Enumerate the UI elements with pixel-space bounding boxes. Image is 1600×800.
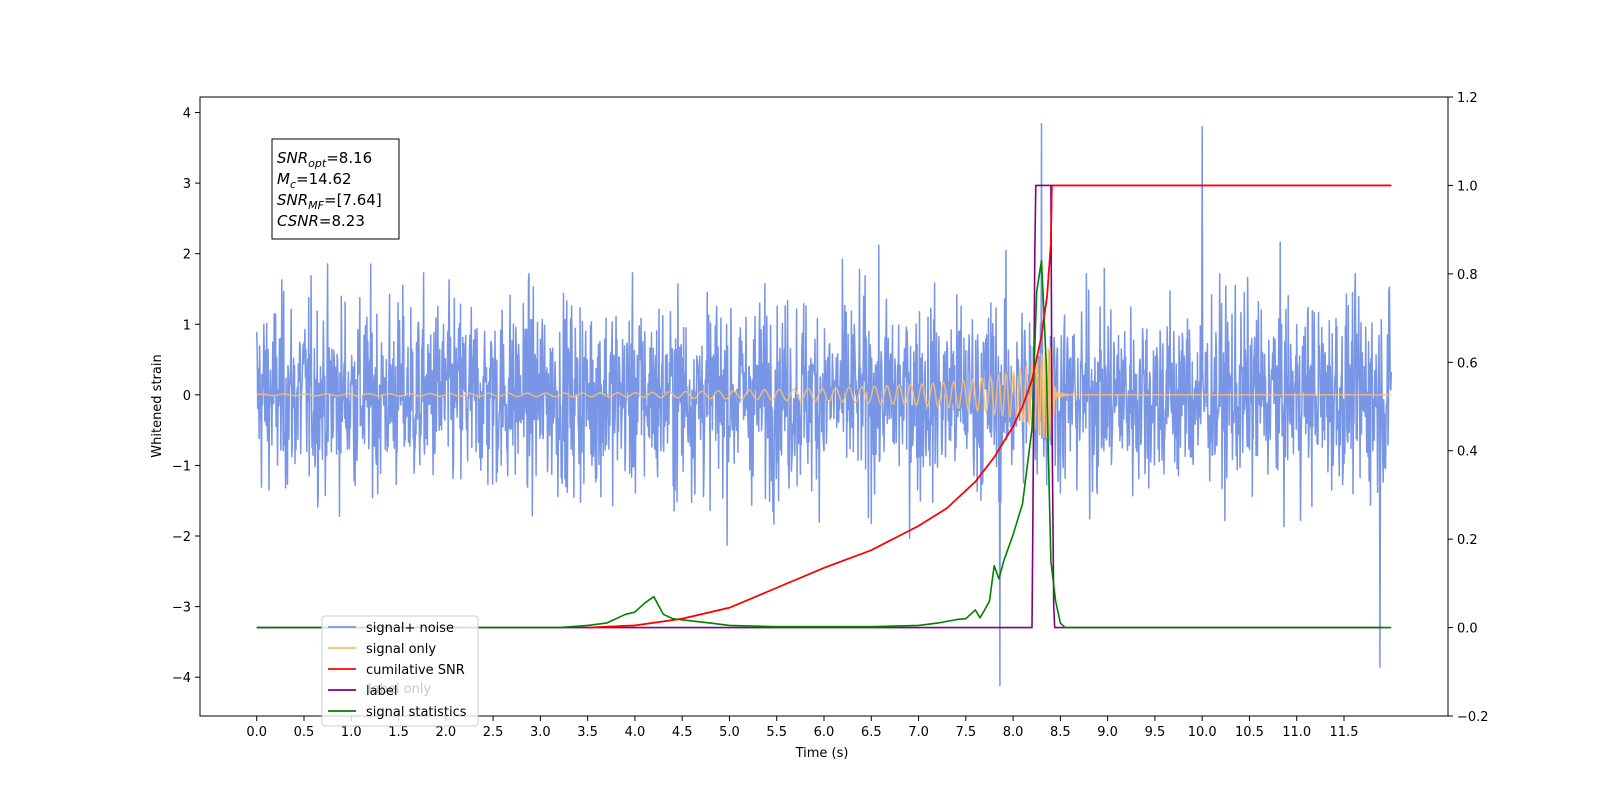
x-tick-label: 3.5 [577, 725, 598, 740]
y-right-tick-label: 1.2 [1457, 91, 1478, 106]
x-tick-label: 1.0 [341, 725, 362, 740]
y-right-tick-label: 0.2 [1457, 533, 1478, 548]
y-left-tick-label: 3 [183, 177, 191, 192]
x-tick-label: 0.5 [294, 725, 315, 740]
y-axis-right: −0.2 0.0 0.2 0.4 0.6 0.8 1.0 1.2 [1448, 91, 1489, 725]
x-axis-label: Time (s) [795, 746, 849, 761]
y-left-tick-label: 2 [183, 248, 191, 263]
legend-entry-label: signal statistics [366, 705, 467, 720]
x-tick-label: 11.0 [1282, 725, 1311, 740]
legend-entry-label: label [366, 684, 397, 699]
x-tick-label: 11.5 [1330, 725, 1359, 740]
y-right-tick-label: 0.8 [1457, 268, 1478, 283]
x-tick-label: 5.0 [719, 725, 740, 740]
x-tick-label: 4.5 [672, 725, 693, 740]
y-right-tick-label: −0.2 [1457, 710, 1489, 725]
x-tick-label: 10.5 [1235, 725, 1264, 740]
y-right-tick-label: 0.4 [1457, 445, 1478, 460]
stats-annotation-frame [271, 138, 400, 240]
x-tick-label: 8.5 [1050, 725, 1071, 740]
x-tick-label: 8.0 [1003, 725, 1024, 740]
x-tick-label: 2.0 [435, 725, 456, 740]
y-axis-left: −4 −3 −2 −1 0 1 2 3 4 [172, 107, 200, 686]
series-label-line [256, 184, 1382, 629]
y-right-tick-label: 0.0 [1457, 622, 1478, 637]
legend-entry-label: signal+ noise [366, 621, 454, 636]
stats-annotation-line: SNRopt=8.16 [277, 149, 372, 170]
x-tick-label: 7.0 [908, 725, 929, 740]
x-tick-label: 0.0 [246, 725, 267, 740]
x-tick-label: 6.5 [861, 725, 882, 740]
y-left-tick-label: 0 [183, 389, 191, 404]
series-cumulative-snr-overlay [587, 184, 1392, 629]
series-signal-only-line [256, 347, 1392, 442]
plot-area [255, 123, 1393, 687]
x-tick-label: 7.5 [955, 725, 976, 740]
y-left-tick-label: −4 [172, 671, 191, 686]
y-left-tick-label: −3 [172, 601, 191, 616]
y-right-tick-label: 1.0 [1457, 179, 1478, 194]
stats-annotation-line: Mc=14.62 [277, 170, 352, 191]
legend-frame [321, 615, 479, 727]
legend: label only signal+ noise signal only cumila… [321, 615, 479, 727]
x-tick-label: 6.0 [814, 725, 835, 740]
y-left-tick-label: 1 [183, 318, 191, 333]
legend-entry-label: signal only [366, 642, 436, 657]
x-tick-label: 9.5 [1145, 725, 1166, 740]
x-tick-label: 2.5 [483, 725, 504, 740]
y-left-tick-label: −1 [172, 459, 191, 474]
x-axis: 0.0 0.5 1.0 1.5 2.0 2.5 3.0 3.5 4.0 4.5 5.0 5.5 6.0 6… [246, 716, 1358, 740]
y-right-tick-label: 0.6 [1457, 356, 1478, 371]
x-tick-label: 1.5 [388, 725, 409, 740]
stats-annotation-line: CSNR=8.23 [277, 212, 365, 230]
series-signal-statistics-line [256, 259, 1392, 629]
stats-annotation-line: SNRMF=[7.64] [277, 191, 382, 212]
y-axis-label: Whitened strain [150, 354, 165, 457]
x-tick-label: 10.0 [1188, 725, 1217, 740]
x-tick-label: 9.0 [1097, 725, 1118, 740]
y-left-tick-label: −2 [172, 530, 191, 545]
x-tick-label: 5.5 [766, 725, 787, 740]
legend-overlap-text: label only [368, 682, 431, 697]
x-tick-label: 3.0 [530, 725, 551, 740]
x-tick-label: 4.0 [625, 725, 646, 740]
series-signal-noise-line [255, 123, 1393, 687]
y-left-tick-label: 4 [183, 107, 191, 122]
legend-entry-label: cumilative SNR [366, 663, 465, 678]
